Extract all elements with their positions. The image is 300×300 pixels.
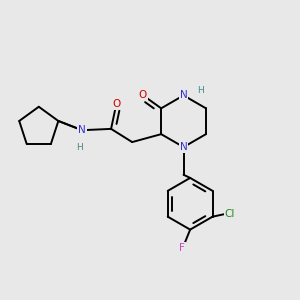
Text: Cl: Cl [224,209,235,219]
Text: O: O [112,99,121,109]
Text: N: N [78,125,86,135]
Text: N: N [180,142,188,152]
Text: H: H [197,86,203,95]
Text: H: H [76,143,83,152]
Text: F: F [179,243,185,253]
Text: N: N [180,90,188,100]
Text: O: O [139,90,147,100]
